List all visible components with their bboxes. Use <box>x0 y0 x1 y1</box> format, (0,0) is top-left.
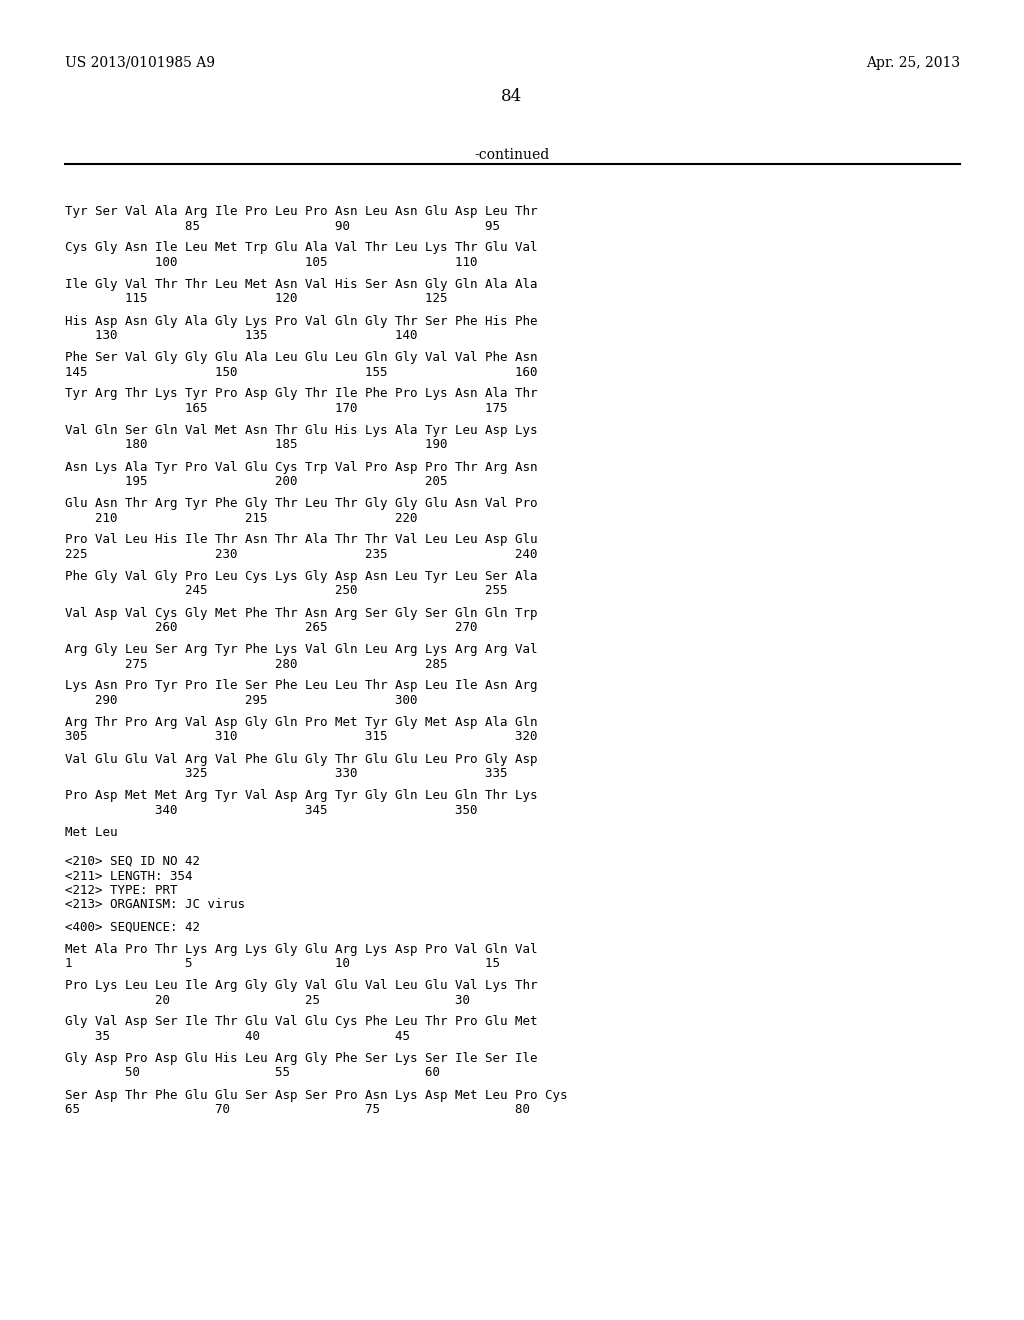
Text: 305                 310                 315                 320: 305 310 315 320 <box>65 730 538 743</box>
Text: 100                 105                 110: 100 105 110 <box>65 256 477 269</box>
Text: Pro Val Leu His Ile Thr Asn Thr Ala Thr Thr Val Leu Leu Asp Glu: Pro Val Leu His Ile Thr Asn Thr Ala Thr … <box>65 533 538 546</box>
Text: His Asp Asn Gly Ala Gly Lys Pro Val Gln Gly Thr Ser Phe His Phe: His Asp Asn Gly Ala Gly Lys Pro Val Gln … <box>65 314 538 327</box>
Text: 260                 265                 270: 260 265 270 <box>65 620 477 634</box>
Text: 130                 135                 140: 130 135 140 <box>65 329 418 342</box>
Text: 1               5                   10                  15: 1 5 10 15 <box>65 957 500 970</box>
Text: Gly Val Asp Ser Ile Thr Glu Val Glu Cys Phe Leu Thr Pro Glu Met: Gly Val Asp Ser Ile Thr Glu Val Glu Cys … <box>65 1015 538 1028</box>
Text: 85                  90                  95: 85 90 95 <box>65 219 500 232</box>
Text: 340                 345                 350: 340 345 350 <box>65 804 477 817</box>
Text: Ile Gly Val Thr Thr Leu Met Asn Val His Ser Asn Gly Gln Ala Ala: Ile Gly Val Thr Thr Leu Met Asn Val His … <box>65 279 538 290</box>
Text: 275                 280                 285: 275 280 285 <box>65 657 447 671</box>
Text: 35                  40                  45: 35 40 45 <box>65 1030 410 1043</box>
Text: Arg Thr Pro Arg Val Asp Gly Gln Pro Met Tyr Gly Met Asp Ala Gln: Arg Thr Pro Arg Val Asp Gly Gln Pro Met … <box>65 715 538 729</box>
Text: Phe Ser Val Gly Gly Glu Ala Leu Glu Leu Gln Gly Val Val Phe Asn: Phe Ser Val Gly Gly Glu Ala Leu Glu Leu … <box>65 351 538 364</box>
Text: 65                  70                  75                  80: 65 70 75 80 <box>65 1104 530 1115</box>
Text: <212> TYPE: PRT: <212> TYPE: PRT <box>65 884 177 898</box>
Text: -continued: -continued <box>474 148 550 162</box>
Text: 225                 230                 235                 240: 225 230 235 240 <box>65 548 538 561</box>
Text: Tyr Arg Thr Lys Tyr Pro Asp Gly Thr Ile Phe Pro Lys Asn Ala Thr: Tyr Arg Thr Lys Tyr Pro Asp Gly Thr Ile … <box>65 388 538 400</box>
Text: <210> SEQ ID NO 42: <210> SEQ ID NO 42 <box>65 855 200 869</box>
Text: Val Glu Glu Val Arg Val Phe Glu Gly Thr Glu Glu Leu Pro Gly Asp: Val Glu Glu Val Arg Val Phe Glu Gly Thr … <box>65 752 538 766</box>
Text: Met Ala Pro Thr Lys Arg Lys Gly Glu Arg Lys Asp Pro Val Gln Val: Met Ala Pro Thr Lys Arg Lys Gly Glu Arg … <box>65 942 538 956</box>
Text: 180                 185                 190: 180 185 190 <box>65 438 447 451</box>
Text: Apr. 25, 2013: Apr. 25, 2013 <box>866 55 961 70</box>
Text: Tyr Ser Val Ala Arg Ile Pro Leu Pro Asn Leu Asn Glu Asp Leu Thr: Tyr Ser Val Ala Arg Ile Pro Leu Pro Asn … <box>65 205 538 218</box>
Text: Met Leu: Met Leu <box>65 825 118 838</box>
Text: Cys Gly Asn Ile Leu Met Trp Glu Ala Val Thr Leu Lys Thr Glu Val: Cys Gly Asn Ile Leu Met Trp Glu Ala Val … <box>65 242 538 255</box>
Text: Lys Asn Pro Tyr Pro Ile Ser Phe Leu Leu Thr Asp Leu Ile Asn Arg: Lys Asn Pro Tyr Pro Ile Ser Phe Leu Leu … <box>65 680 538 693</box>
Text: Phe Gly Val Gly Pro Leu Cys Lys Gly Asp Asn Leu Tyr Leu Ser Ala: Phe Gly Val Gly Pro Leu Cys Lys Gly Asp … <box>65 570 538 583</box>
Text: Val Gln Ser Gln Val Met Asn Thr Glu His Lys Ala Tyr Leu Asp Lys: Val Gln Ser Gln Val Met Asn Thr Glu His … <box>65 424 538 437</box>
Text: 84: 84 <box>502 88 522 106</box>
Text: 50                  55                  60: 50 55 60 <box>65 1067 440 1080</box>
Text: Val Asp Val Cys Gly Met Phe Thr Asn Arg Ser Gly Ser Gln Gln Trp: Val Asp Val Cys Gly Met Phe Thr Asn Arg … <box>65 606 538 619</box>
Text: US 2013/0101985 A9: US 2013/0101985 A9 <box>65 55 215 70</box>
Text: Gly Asp Pro Asp Glu His Leu Arg Gly Phe Ser Lys Ser Ile Ser Ile: Gly Asp Pro Asp Glu His Leu Arg Gly Phe … <box>65 1052 538 1065</box>
Text: Asn Lys Ala Tyr Pro Val Glu Cys Trp Val Pro Asp Pro Thr Arg Asn: Asn Lys Ala Tyr Pro Val Glu Cys Trp Val … <box>65 461 538 474</box>
Text: 325                 330                 335: 325 330 335 <box>65 767 508 780</box>
Text: <213> ORGANISM: JC virus: <213> ORGANISM: JC virus <box>65 899 245 912</box>
Text: 115                 120                 125: 115 120 125 <box>65 293 447 305</box>
Text: 195                 200                 205: 195 200 205 <box>65 475 447 488</box>
Text: 290                 295                 300: 290 295 300 <box>65 694 418 708</box>
Text: 165                 170                 175: 165 170 175 <box>65 403 508 414</box>
Text: Glu Asn Thr Arg Tyr Phe Gly Thr Leu Thr Gly Gly Glu Asn Val Pro: Glu Asn Thr Arg Tyr Phe Gly Thr Leu Thr … <box>65 498 538 510</box>
Text: 210                 215                 220: 210 215 220 <box>65 511 418 524</box>
Text: 145                 150                 155                 160: 145 150 155 160 <box>65 366 538 379</box>
Text: Pro Lys Leu Leu Ile Arg Gly Gly Val Glu Val Leu Glu Val Lys Thr: Pro Lys Leu Leu Ile Arg Gly Gly Val Glu … <box>65 979 538 993</box>
Text: Pro Asp Met Met Arg Tyr Val Asp Arg Tyr Gly Gln Leu Gln Thr Lys: Pro Asp Met Met Arg Tyr Val Asp Arg Tyr … <box>65 789 538 803</box>
Text: Arg Gly Leu Ser Arg Tyr Phe Lys Val Gln Leu Arg Lys Arg Arg Val: Arg Gly Leu Ser Arg Tyr Phe Lys Val Gln … <box>65 643 538 656</box>
Text: 245                 250                 255: 245 250 255 <box>65 585 508 598</box>
Text: Ser Asp Thr Phe Glu Glu Ser Asp Ser Pro Asn Lys Asp Met Leu Pro Cys: Ser Asp Thr Phe Glu Glu Ser Asp Ser Pro … <box>65 1089 567 1101</box>
Text: 20                  25                  30: 20 25 30 <box>65 994 470 1006</box>
Text: <211> LENGTH: 354: <211> LENGTH: 354 <box>65 870 193 883</box>
Text: <400> SEQUENCE: 42: <400> SEQUENCE: 42 <box>65 920 200 933</box>
